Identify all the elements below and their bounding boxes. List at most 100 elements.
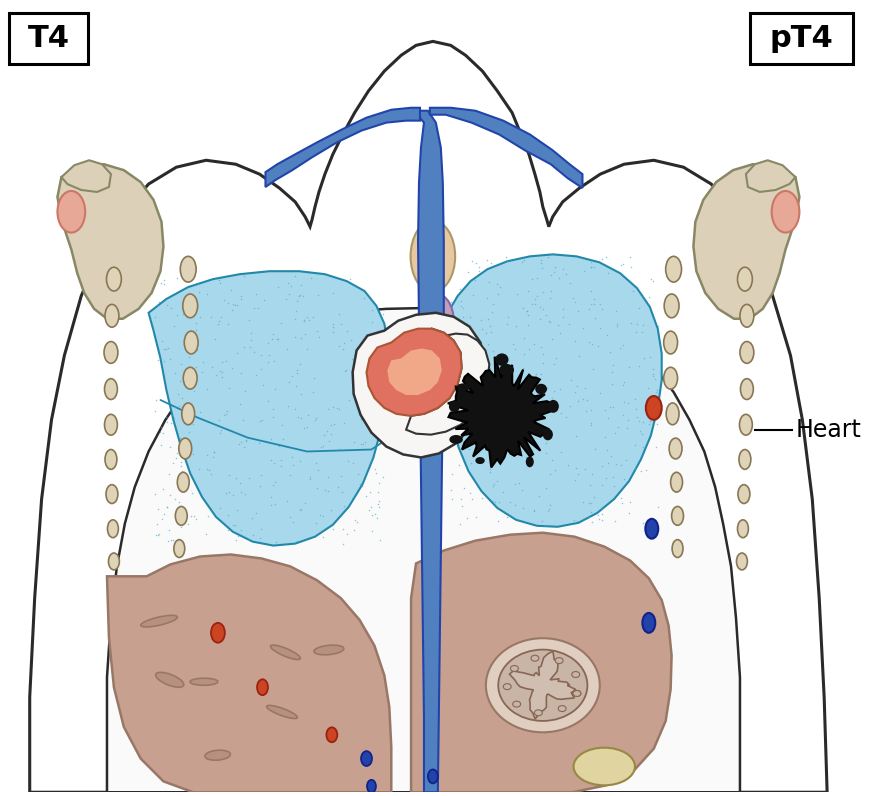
Ellipse shape	[326, 728, 337, 742]
Ellipse shape	[486, 638, 599, 732]
Polygon shape	[406, 329, 489, 435]
Ellipse shape	[740, 341, 754, 363]
Ellipse shape	[156, 673, 184, 687]
Ellipse shape	[178, 472, 189, 492]
Polygon shape	[448, 357, 552, 467]
Polygon shape	[58, 164, 164, 318]
Ellipse shape	[666, 403, 679, 425]
Ellipse shape	[672, 540, 683, 557]
Polygon shape	[265, 107, 420, 187]
Polygon shape	[430, 107, 583, 188]
Ellipse shape	[430, 357, 452, 388]
Ellipse shape	[555, 657, 564, 664]
Ellipse shape	[510, 665, 518, 672]
Ellipse shape	[58, 191, 85, 232]
Polygon shape	[149, 271, 388, 545]
Ellipse shape	[104, 341, 118, 363]
Ellipse shape	[183, 367, 197, 389]
Ellipse shape	[174, 540, 185, 557]
Ellipse shape	[573, 747, 635, 786]
Ellipse shape	[495, 353, 508, 366]
Text: pT4: pT4	[769, 24, 833, 53]
Ellipse shape	[428, 770, 438, 783]
Ellipse shape	[185, 331, 198, 354]
Polygon shape	[411, 533, 672, 792]
Ellipse shape	[669, 438, 682, 459]
Ellipse shape	[108, 520, 118, 537]
Ellipse shape	[418, 294, 453, 348]
Polygon shape	[445, 255, 662, 527]
Ellipse shape	[475, 457, 485, 464]
Ellipse shape	[105, 304, 119, 327]
Ellipse shape	[526, 456, 534, 467]
Ellipse shape	[738, 485, 750, 504]
Ellipse shape	[105, 450, 117, 470]
Ellipse shape	[367, 780, 376, 793]
Ellipse shape	[175, 506, 187, 525]
Ellipse shape	[428, 434, 444, 455]
Ellipse shape	[739, 415, 752, 435]
Ellipse shape	[450, 435, 463, 444]
Ellipse shape	[410, 220, 455, 292]
Ellipse shape	[535, 710, 542, 716]
Ellipse shape	[558, 705, 566, 712]
Polygon shape	[353, 313, 486, 458]
Polygon shape	[388, 349, 442, 395]
Ellipse shape	[180, 256, 196, 282]
Ellipse shape	[772, 191, 800, 232]
Ellipse shape	[270, 645, 300, 660]
Ellipse shape	[548, 400, 559, 413]
Ellipse shape	[106, 485, 118, 504]
Ellipse shape	[141, 615, 178, 627]
Ellipse shape	[738, 267, 752, 291]
Ellipse shape	[190, 678, 218, 685]
Ellipse shape	[513, 701, 521, 707]
Polygon shape	[693, 164, 800, 318]
Ellipse shape	[178, 438, 192, 459]
Ellipse shape	[646, 519, 658, 539]
Ellipse shape	[183, 294, 198, 318]
Ellipse shape	[104, 415, 117, 435]
Polygon shape	[107, 555, 391, 792]
FancyBboxPatch shape	[750, 13, 853, 64]
Ellipse shape	[672, 506, 683, 525]
Ellipse shape	[361, 751, 372, 766]
Ellipse shape	[531, 655, 539, 661]
Ellipse shape	[536, 384, 547, 394]
Polygon shape	[107, 308, 740, 792]
Ellipse shape	[182, 403, 194, 425]
Text: T4: T4	[27, 24, 69, 53]
Ellipse shape	[108, 553, 119, 570]
Ellipse shape	[739, 450, 751, 470]
Ellipse shape	[571, 672, 579, 677]
Ellipse shape	[430, 397, 448, 422]
Ellipse shape	[257, 679, 268, 695]
FancyBboxPatch shape	[9, 13, 88, 64]
Ellipse shape	[663, 367, 677, 389]
Polygon shape	[509, 651, 576, 719]
Ellipse shape	[498, 650, 587, 721]
Ellipse shape	[457, 384, 470, 391]
Ellipse shape	[738, 520, 748, 537]
Ellipse shape	[666, 256, 682, 282]
Polygon shape	[30, 41, 827, 792]
Ellipse shape	[211, 622, 225, 642]
Ellipse shape	[503, 684, 511, 689]
Ellipse shape	[104, 379, 117, 400]
Text: Heart: Heart	[795, 418, 861, 442]
Polygon shape	[367, 329, 462, 416]
Ellipse shape	[573, 690, 581, 696]
Ellipse shape	[573, 690, 581, 696]
Ellipse shape	[205, 750, 230, 760]
Ellipse shape	[642, 613, 655, 633]
Ellipse shape	[664, 294, 679, 318]
Polygon shape	[61, 160, 111, 192]
Ellipse shape	[499, 364, 514, 376]
Ellipse shape	[740, 379, 753, 400]
Ellipse shape	[449, 401, 460, 412]
Ellipse shape	[267, 705, 298, 719]
Polygon shape	[414, 111, 444, 792]
Polygon shape	[746, 160, 795, 192]
Ellipse shape	[107, 267, 122, 291]
Ellipse shape	[542, 428, 553, 440]
